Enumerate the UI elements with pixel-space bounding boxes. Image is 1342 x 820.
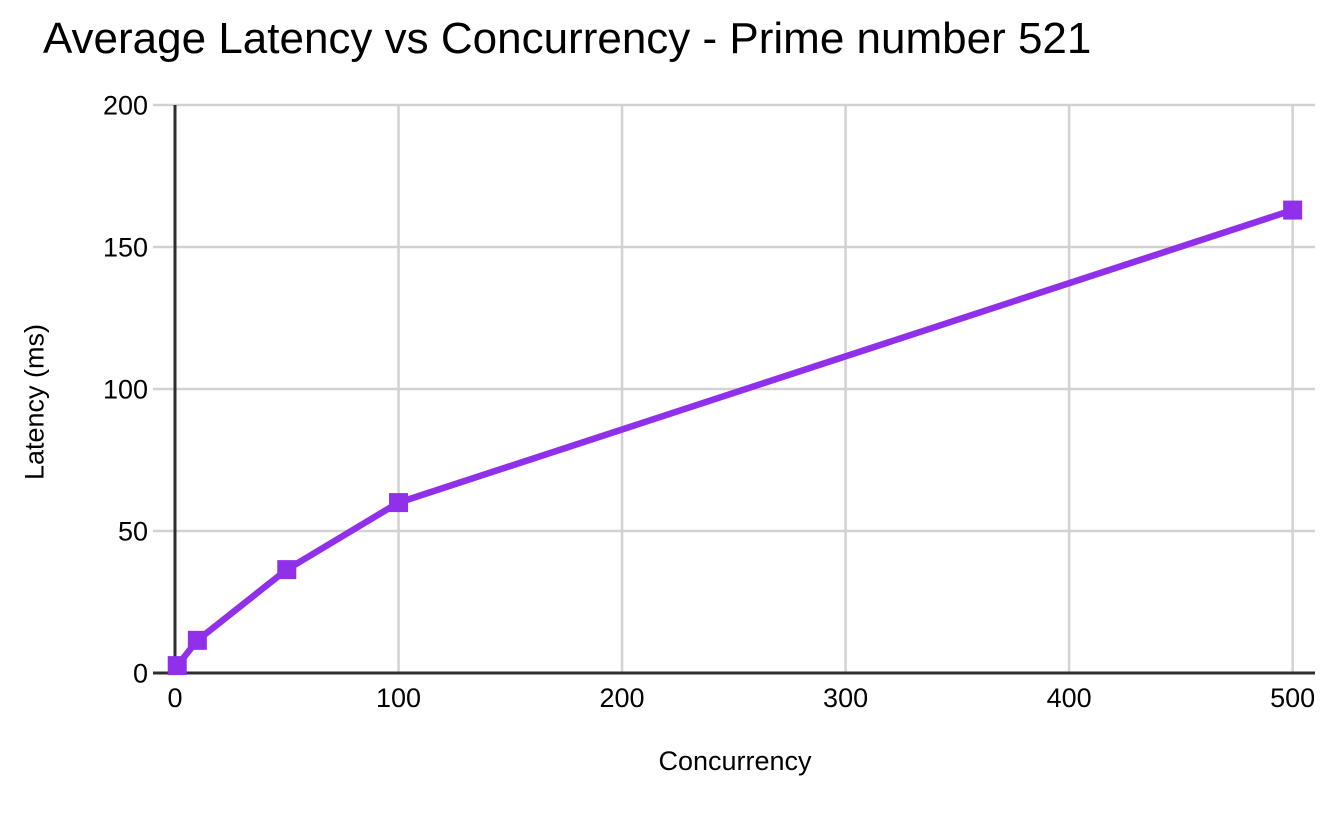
data-point-marker bbox=[277, 560, 297, 580]
data-point-marker bbox=[389, 493, 409, 513]
x-tick-label: 300 bbox=[823, 683, 868, 713]
x-tick-label: 400 bbox=[1047, 683, 1092, 713]
x-tick-label: 500 bbox=[1270, 683, 1315, 713]
y-tick-label: 100 bbox=[103, 375, 148, 405]
x-axis-title: Concurrency bbox=[658, 746, 812, 776]
data-point-marker bbox=[187, 630, 207, 650]
x-tick-label: 100 bbox=[376, 683, 421, 713]
chart-title: Average Latency vs Concurrency - Prime n… bbox=[43, 14, 1092, 63]
y-tick-label: 200 bbox=[103, 91, 148, 121]
y-axis-title: Latency (ms) bbox=[19, 323, 50, 481]
data-point-marker bbox=[1283, 200, 1303, 220]
x-tick-label: 200 bbox=[600, 683, 645, 713]
y-tick-label: 0 bbox=[133, 659, 148, 689]
data-point-marker bbox=[167, 656, 187, 676]
y-tick-label: 50 bbox=[118, 517, 148, 547]
y-tick-label: 150 bbox=[103, 233, 148, 263]
x-tick-label: 0 bbox=[167, 683, 182, 713]
series-line bbox=[174, 206, 1294, 668]
